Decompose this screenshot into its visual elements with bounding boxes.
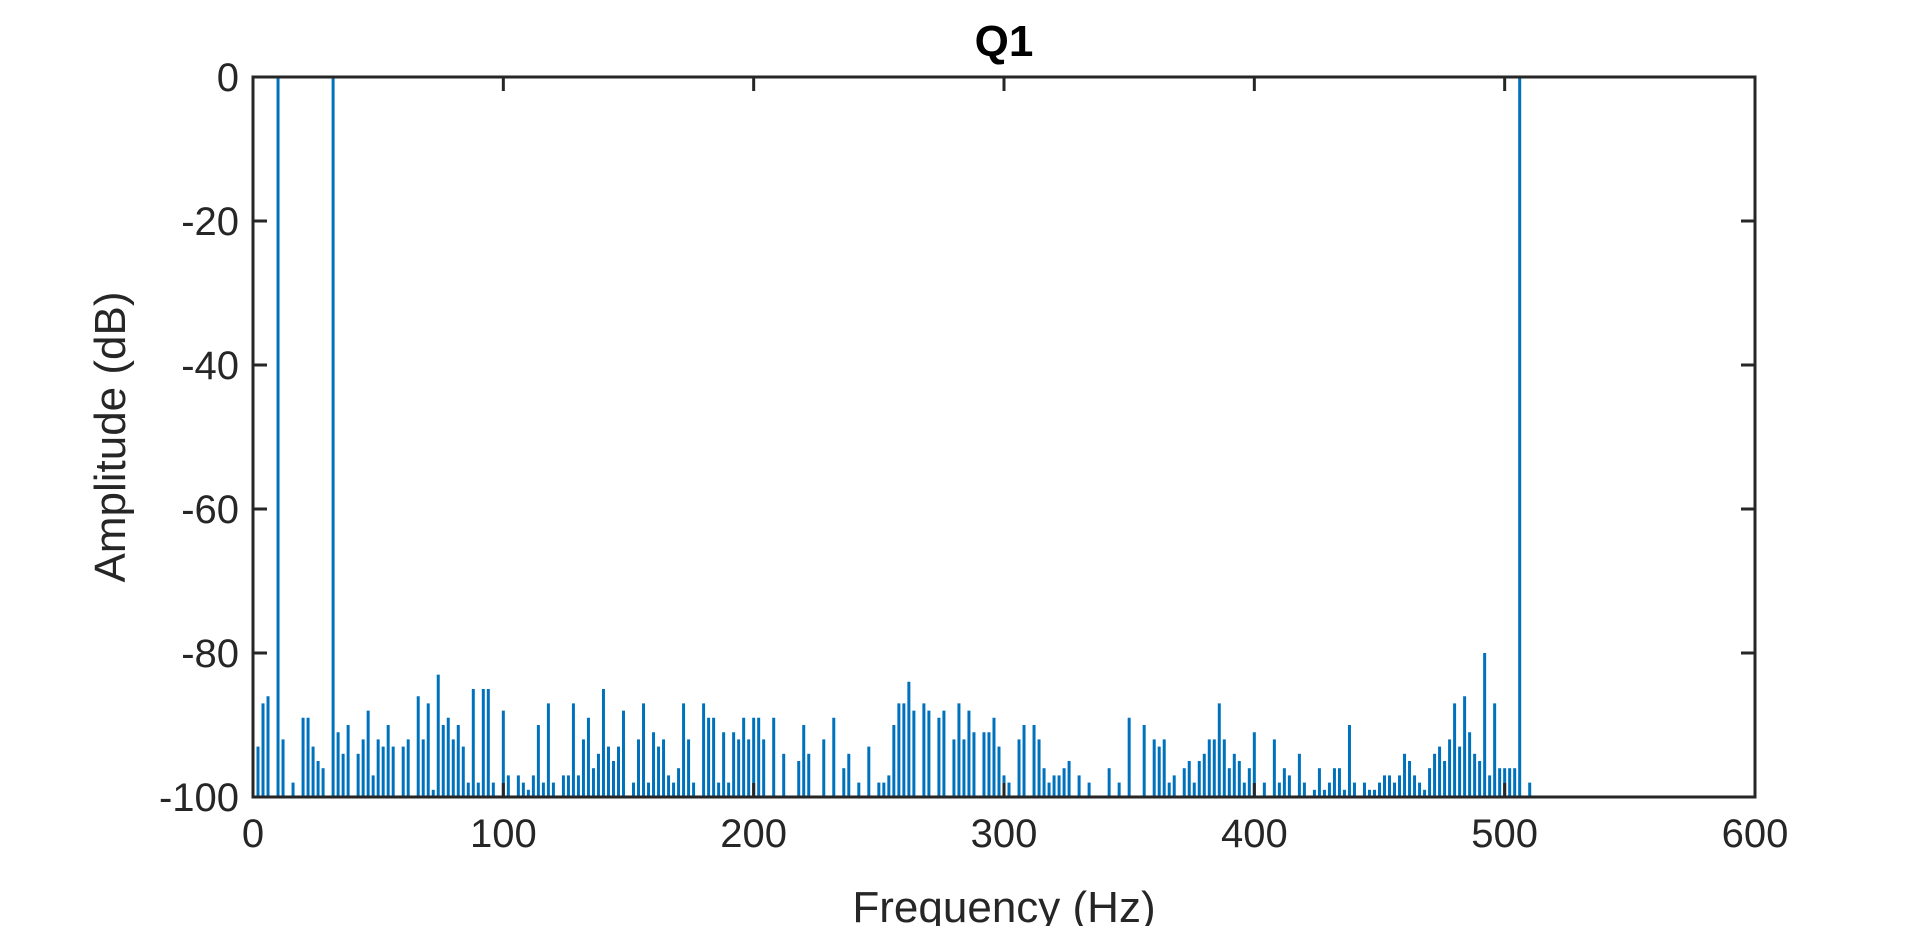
x-tick-label: 200 — [720, 812, 787, 856]
x-tick-label: 100 — [470, 812, 537, 856]
y-tick-labels: 0 -20 -40 -60 -80 -100 — [159, 56, 239, 820]
stem-series — [256, 77, 1532, 797]
x-tick-label: 600 — [1722, 812, 1789, 856]
x-tick-label: 0 — [242, 812, 264, 856]
y-tick-label: -100 — [159, 776, 239, 820]
y-axis-label: Amplitude (dB) — [86, 291, 135, 582]
y-tick-label: -80 — [181, 632, 239, 676]
chart-title: Q1 — [975, 17, 1034, 66]
x-tick-label: 300 — [971, 812, 1038, 856]
axis-ticks — [251, 75, 1757, 799]
x-tick-labels: 0 100 200 300 400 500 600 — [242, 812, 1789, 856]
x-axis-label: Frequency (Hz) — [852, 883, 1155, 926]
y-tick-label: -20 — [181, 200, 239, 244]
x-tick-label: 500 — [1471, 812, 1538, 856]
y-tick-label: -60 — [181, 488, 239, 532]
plot-frame — [251, 75, 1757, 799]
y-tick-label: -40 — [181, 344, 239, 388]
y-tick-label: 0 — [217, 56, 239, 100]
x-tick-label: 400 — [1221, 812, 1288, 856]
